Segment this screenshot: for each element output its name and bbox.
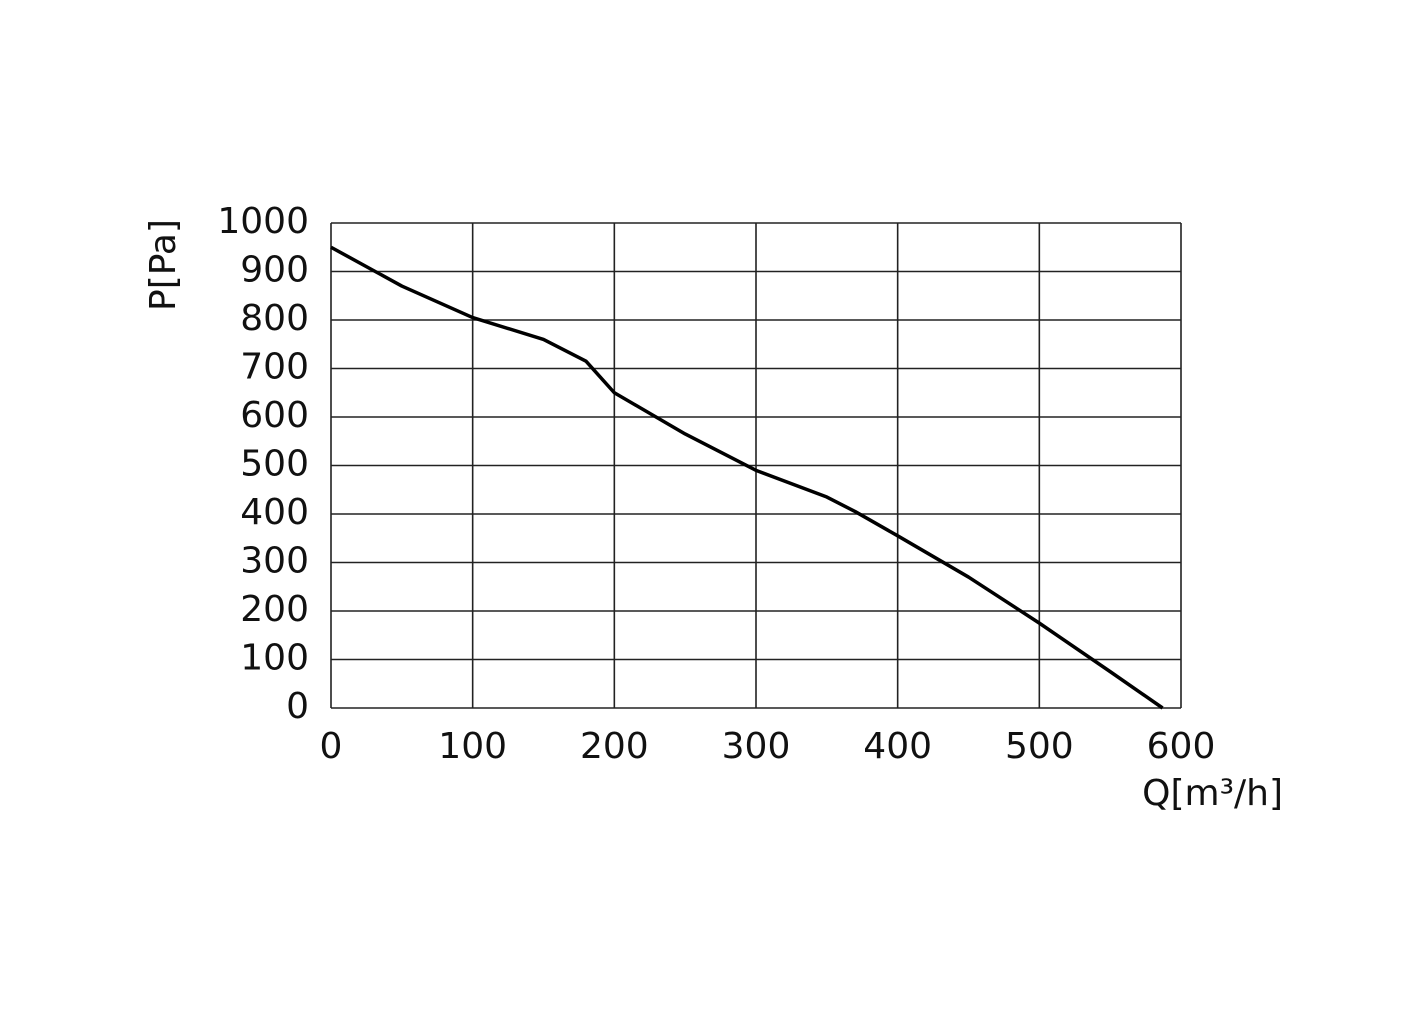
y-tick-label: 400 [240, 492, 309, 533]
y-tick-label: 200 [240, 589, 309, 630]
x-tick-label: 0 [320, 726, 343, 767]
y-tick-label: 500 [240, 444, 309, 485]
y-tick-label: 800 [240, 298, 309, 339]
y-axis-label: P[Pa] [143, 219, 184, 311]
y-tick-label: 100 [240, 638, 309, 679]
y-tick-label: 300 [240, 541, 309, 582]
x-tick-label: 300 [722, 726, 791, 767]
y-tick-label: 700 [240, 347, 309, 388]
data-line [330, 245, 1164, 710]
x-tick-label: 200 [580, 726, 649, 767]
y-tick-label: 600 [240, 395, 309, 436]
y-tick-label: 900 [240, 250, 309, 291]
x-tick-label: 500 [1005, 726, 1074, 767]
x-axis-label: Q[m³/h] [1142, 773, 1283, 814]
x-tick-label: 400 [863, 726, 932, 767]
x-tick-label: 600 [1147, 726, 1216, 767]
x-tick-label: 100 [438, 726, 507, 767]
y-tick-label: 1000 [217, 201, 309, 242]
y-tick-label: 0 [286, 686, 309, 727]
